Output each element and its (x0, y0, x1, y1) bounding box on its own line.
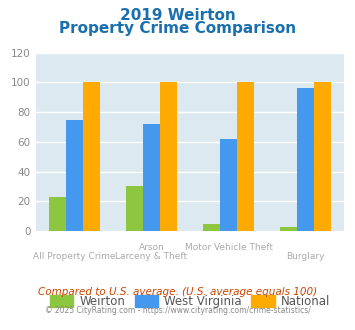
Text: Larceny & Theft: Larceny & Theft (115, 252, 187, 261)
Bar (237, 82, 254, 231)
Text: Compared to U.S. average. (U.S. average equals 100): Compared to U.S. average. (U.S. average … (38, 287, 317, 297)
Bar (297, 88, 314, 231)
Bar (143, 124, 160, 231)
Bar (66, 119, 83, 231)
Bar (83, 82, 100, 231)
Text: Arson: Arson (138, 243, 164, 251)
Text: All Property Crime: All Property Crime (33, 252, 115, 261)
Bar (203, 224, 220, 231)
Text: © 2025 CityRating.com - https://www.cityrating.com/crime-statistics/: © 2025 CityRating.com - https://www.city… (45, 306, 310, 315)
Bar (49, 197, 66, 231)
Legend: Weirton, West Virginia, National: Weirton, West Virginia, National (45, 290, 335, 313)
Text: 2019 Weirton: 2019 Weirton (120, 8, 235, 23)
Text: Motor Vehicle Theft: Motor Vehicle Theft (185, 243, 273, 251)
Text: Property Crime Comparison: Property Crime Comparison (59, 21, 296, 36)
Bar (220, 139, 237, 231)
Text: Burglary: Burglary (286, 252, 325, 261)
Bar (126, 186, 143, 231)
Bar (280, 226, 297, 231)
Bar (160, 82, 177, 231)
Bar (314, 82, 331, 231)
